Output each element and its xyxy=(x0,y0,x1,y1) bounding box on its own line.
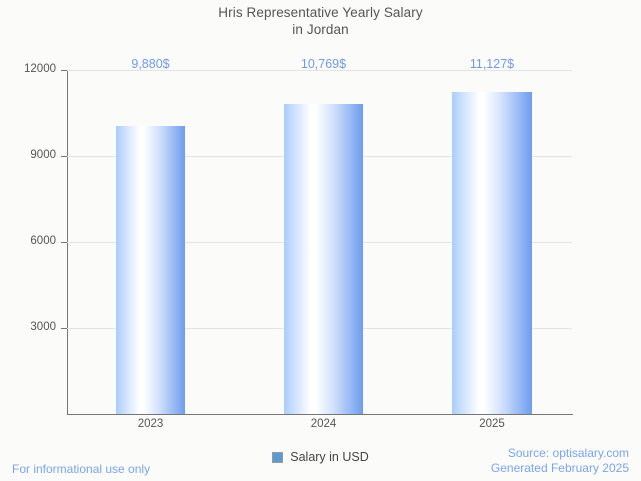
y-axis-label-12000: 12000 xyxy=(24,63,56,75)
bar-value-label-2025: 11,127$ xyxy=(469,57,515,71)
plot-area xyxy=(67,70,572,414)
bar-2025[interactable] xyxy=(452,92,532,414)
disclaimer-text: For informational use only xyxy=(12,462,151,476)
bar-2024[interactable] xyxy=(284,104,363,414)
source-attribution: Source: optisalary.com Generated Februar… xyxy=(491,446,629,476)
y-axis-label-3000: 3000 xyxy=(30,321,56,333)
bar-value-label-2024: 10,769$ xyxy=(300,57,347,71)
gridline-12000 xyxy=(67,70,572,71)
x-axis-label-2024: 2024 xyxy=(310,418,337,430)
chart-title-line-2: in Jordan xyxy=(292,22,349,37)
legend-swatch-icon xyxy=(272,451,284,463)
generated-date-text: Generated February 2025 xyxy=(490,461,629,475)
x-axis-line xyxy=(67,414,573,415)
bar-2023[interactable] xyxy=(116,126,185,414)
chart-legend: Salary in USD xyxy=(0,450,641,464)
x-axis-label-2025: 2025 xyxy=(479,418,505,430)
bar-value-label-2023: 9,880$ xyxy=(131,57,170,71)
y-tick-3000 xyxy=(61,328,67,329)
legend-item-label-salary-in-usd: Salary in USD xyxy=(290,450,369,464)
y-axis-label-9000: 9000 xyxy=(30,149,56,161)
chart-title: Hris Representative Yearly Salary in Jor… xyxy=(0,4,641,38)
y-tick-12000 xyxy=(61,70,67,71)
chart-title-line-1: Hris Representative Yearly Salary xyxy=(218,5,423,20)
x-axis-label-2023: 2023 xyxy=(137,418,164,430)
source-text: Source: optisalary.com xyxy=(507,446,629,460)
y-tick-6000 xyxy=(61,242,67,243)
y-tick-9000 xyxy=(61,156,67,157)
y-axis-label-6000: 6000 xyxy=(30,235,56,247)
